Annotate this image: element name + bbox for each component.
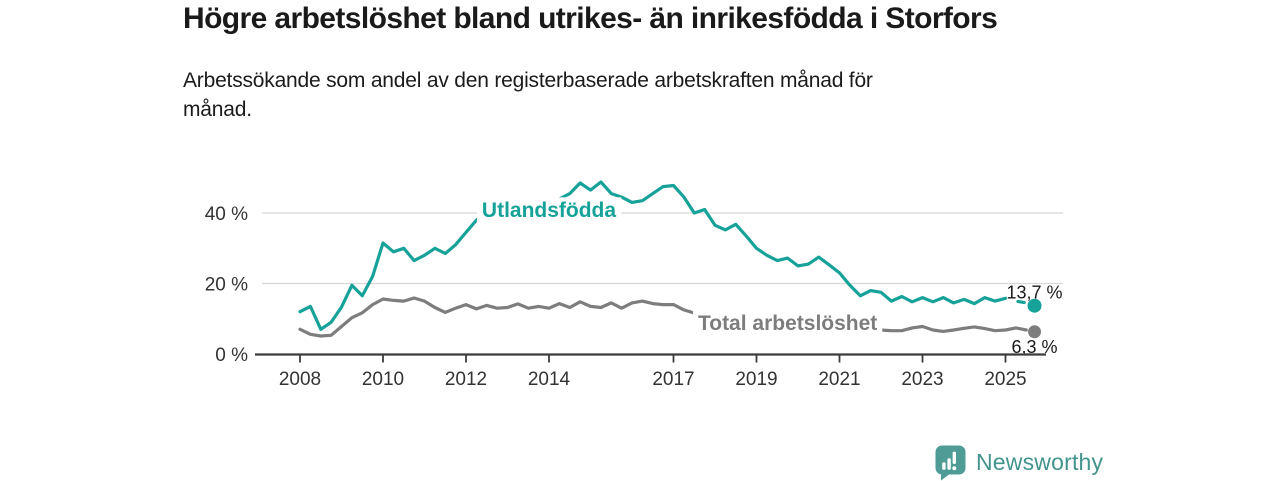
- value-label-utlandsf-dda: 13,7 %: [1007, 283, 1063, 303]
- end-dot-utlandsf-dda: [1027, 298, 1042, 313]
- series-label-halo-total-arbetsl-shet: [692, 310, 883, 337]
- page-title: Högre arbetslöshet bland utrikes- än inr…: [183, 2, 998, 35]
- x-axis-tick-label-2010: 2010: [362, 369, 404, 390]
- x-axis-tick-label-2023: 2023: [901, 369, 943, 390]
- series-line-total-arbetsl-shet: [298, 296, 1028, 338]
- x-axis-tick-label-2012: 2012: [445, 369, 487, 390]
- value-label-total-arbetsl-shet: 6,3 %: [1012, 337, 1058, 357]
- x-axis-tick-label-2019: 2019: [735, 369, 777, 390]
- series-line-utlandsf-dda: [298, 180, 1008, 331]
- chart-subtitle: Arbetssökande som andel av den registerb…: [183, 66, 873, 124]
- y-axis-tick-label-40: 40 %: [205, 204, 248, 225]
- series-label-utlandsf-dda: Utlandsfödda: [482, 199, 616, 222]
- newsworthy-logo-text: Newsworthy: [976, 449, 1104, 475]
- series-label-halo-utlandsf-dda: [476, 197, 622, 224]
- subtitle-line-2: månad.: [183, 98, 252, 121]
- series-label-total-arbetsl-shet: Total arbetslöshet: [698, 312, 877, 335]
- x-axis-tick-label-2014: 2014: [528, 369, 571, 390]
- y-axis-tick-label-20: 20 %: [205, 275, 248, 296]
- gap-dash-utlandsf-dda: [1016, 299, 1026, 305]
- end-dot-total-arbetsl-shet: [1028, 325, 1042, 339]
- x-axis-tick-label-2008: 2008: [279, 369, 321, 390]
- newsworthy-logo-icon: [935, 445, 966, 481]
- x-axis-tick-label-2017: 2017: [652, 369, 694, 390]
- subtitle-line-1: Arbetssökande som andel av den registerb…: [183, 69, 873, 92]
- y-axis-tick-label-0: 0 %: [215, 345, 248, 366]
- newsworthy-branding: Newsworthy: [934, 444, 1103, 481]
- x-axis-tick-label-2021: 2021: [818, 369, 860, 390]
- x-axis-tick-label-2025: 2025: [984, 369, 1026, 390]
